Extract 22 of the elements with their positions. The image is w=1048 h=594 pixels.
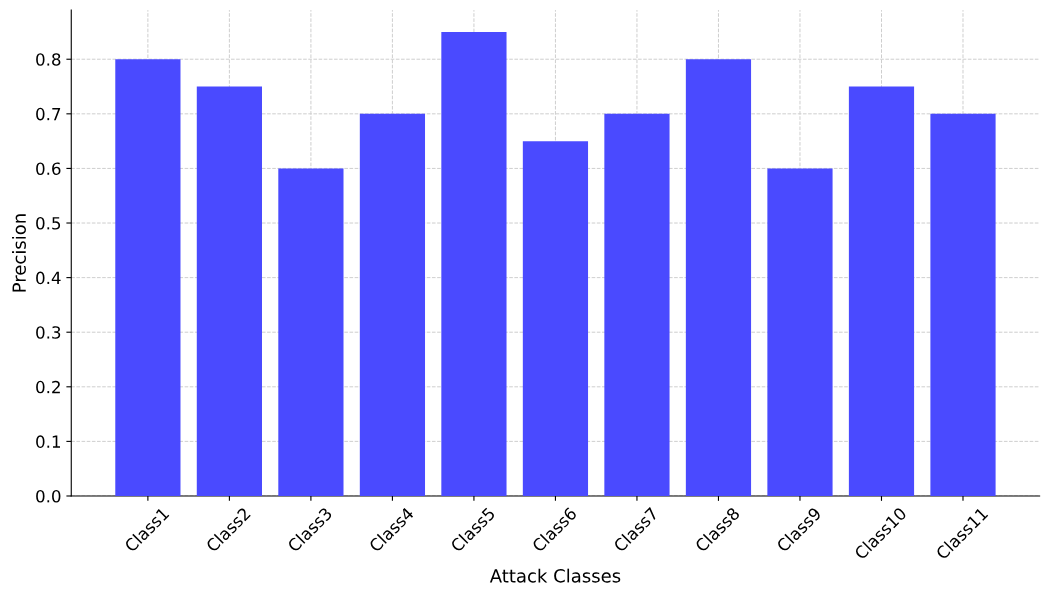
x-axis-title: Attack Classes: [489, 568, 621, 583]
y-tick-label: 0.1: [36, 435, 60, 448]
bar: [767, 168, 833, 496]
y-tick-label: 0.8: [36, 53, 61, 66]
bar: [441, 31, 507, 496]
bar: [522, 141, 589, 496]
y-tick-label: 0.5: [36, 216, 61, 230]
y-tick-label: 0.0: [36, 489, 61, 503]
bar: [848, 86, 915, 496]
bar: [115, 59, 181, 496]
y-tick-label: 0.3: [36, 326, 61, 339]
y-tick-label: 0.2: [36, 380, 60, 394]
bar: [930, 113, 996, 496]
bar: [278, 168, 344, 496]
bar: [685, 59, 752, 496]
y-tick-label: 0.7: [36, 107, 61, 121]
y-tick-label: 0.6: [36, 162, 61, 175]
bar: [604, 113, 670, 496]
y-axis-title: Precision: [12, 214, 26, 292]
bar: [359, 113, 426, 496]
y-tick-label: 0.4: [36, 271, 61, 285]
bar: [196, 86, 262, 496]
